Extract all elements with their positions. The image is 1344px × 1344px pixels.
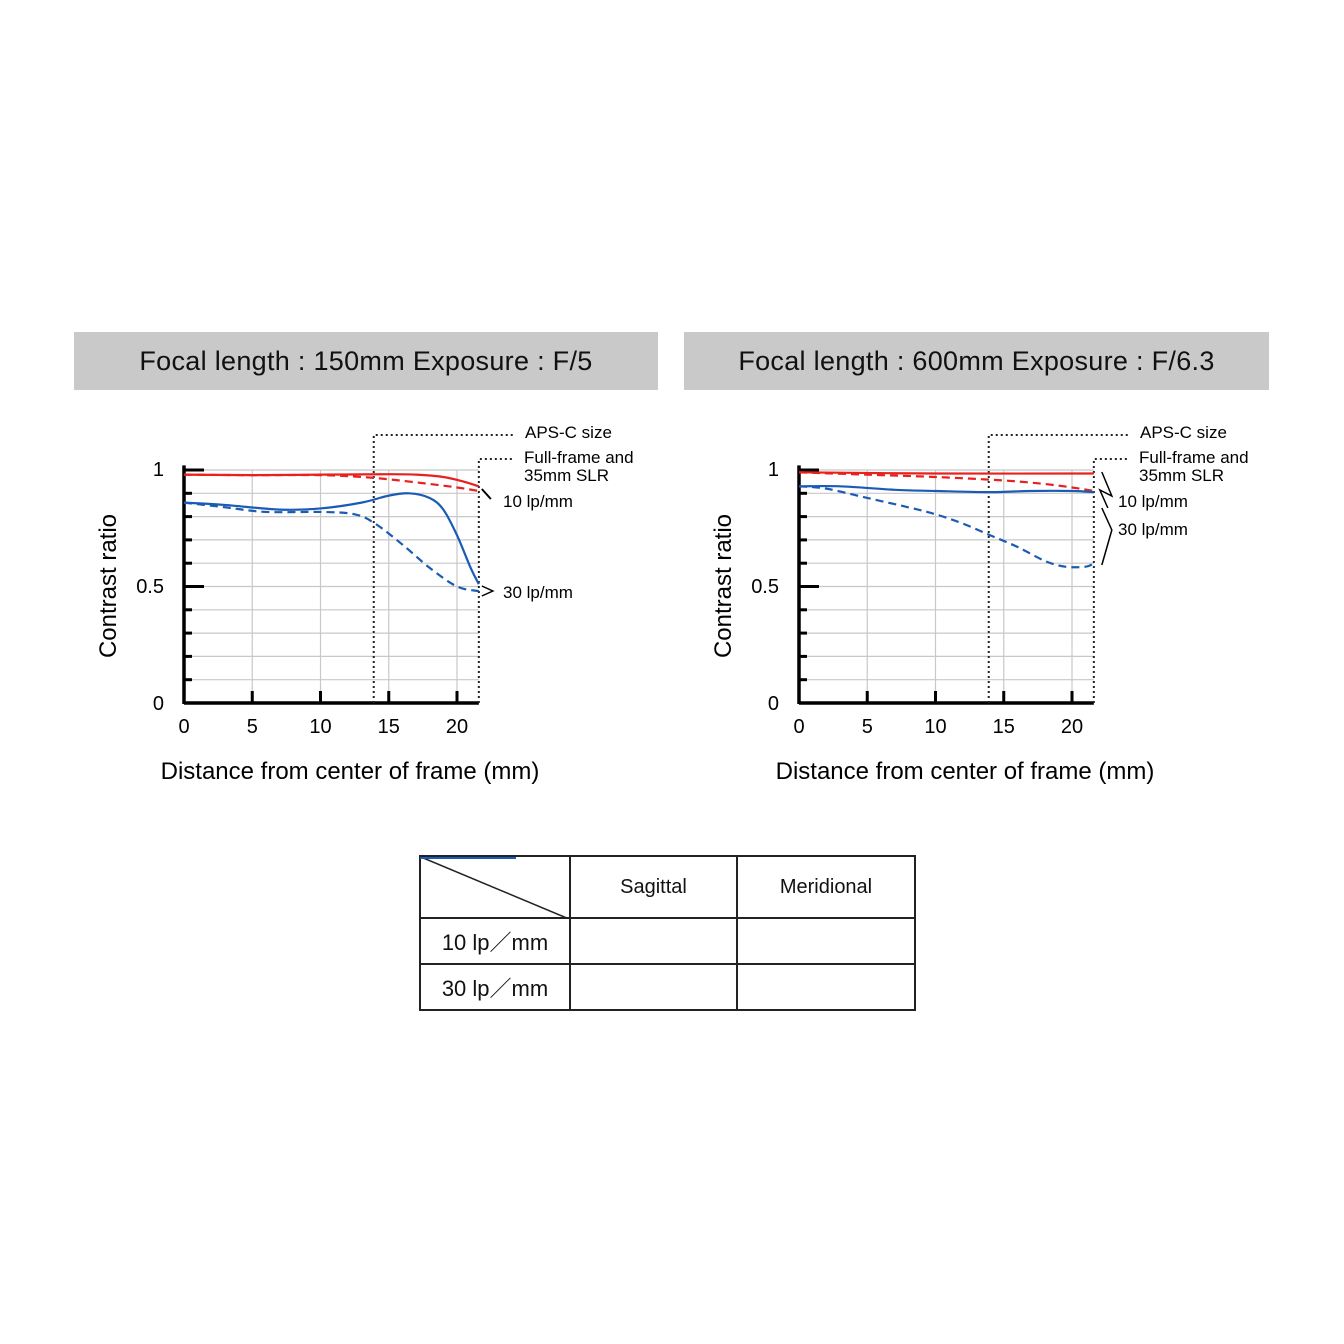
label-30lpmm: 30 lp/mm bbox=[503, 583, 573, 602]
y-axis-label: Contrast ratio bbox=[95, 514, 122, 658]
series-30-lp-mm-sagittal bbox=[798, 484, 1094, 494]
pointer-10 bbox=[1098, 471, 1114, 509]
chart-title-left: Focal length : 150mm Exposure : F/5 bbox=[74, 332, 658, 390]
series-30-lp-mm-meridional bbox=[798, 485, 1095, 569]
apsc-boundary bbox=[987, 434, 1129, 703]
x-tick-label: 5 bbox=[862, 716, 873, 738]
y-tick-label: 0.5 bbox=[751, 576, 779, 598]
apsc-boundary bbox=[372, 434, 514, 703]
series-10-lp-mm-meridional bbox=[183, 473, 480, 493]
fullframe-boundary bbox=[1092, 458, 1129, 703]
x-tick-label: 10 bbox=[309, 716, 331, 738]
x-tick-label: 15 bbox=[993, 716, 1015, 738]
y-tick-label: 0 bbox=[768, 693, 779, 715]
x-tick-label: 20 bbox=[1061, 716, 1083, 738]
legend-line-30-meridional bbox=[420, 857, 516, 859]
series-10-lp-mm-meridional bbox=[798, 471, 1095, 493]
x-tick-label: 0 bbox=[178, 716, 189, 738]
x-tick-label: 0 bbox=[793, 716, 804, 738]
y-tick-label: 0.5 bbox=[136, 576, 164, 598]
x-tick-label: 10 bbox=[924, 716, 946, 738]
x-axis-label: Distance from center of frame (mm) bbox=[776, 758, 1155, 785]
y-tick-label: 1 bbox=[768, 459, 779, 481]
pointer-10 bbox=[481, 488, 492, 500]
series-30-lp-mm-sagittal bbox=[183, 492, 480, 585]
legend-table: Sagittal Meridional 10 lp／mm 30 lp／mm bbox=[419, 855, 916, 1011]
pointer-30 bbox=[1101, 507, 1113, 566]
legend-row-10: 10 lp／mm bbox=[419, 917, 571, 965]
fullframe-label-2: 35mm SLR bbox=[524, 466, 609, 485]
label-10lpmm: 10 lp/mm bbox=[1118, 492, 1188, 511]
apsc-label: APS-C size bbox=[1140, 423, 1227, 442]
legend-meridional: Meridional bbox=[736, 855, 916, 919]
fullframe-boundary bbox=[477, 458, 514, 703]
x-axis-label: Distance from center of frame (mm) bbox=[161, 758, 540, 785]
y-tick-label: 0 bbox=[153, 693, 164, 715]
chart-title-right: Focal length : 600mm Exposure : F/6.3 bbox=[684, 332, 1269, 390]
y-axis-label: Contrast ratio bbox=[710, 514, 737, 658]
series-30-lp-mm-meridional bbox=[183, 501, 480, 593]
legend-corner bbox=[419, 855, 571, 919]
x-tick-label: 5 bbox=[247, 716, 258, 738]
fullframe-label-2: 35mm SLR bbox=[1139, 466, 1224, 485]
apsc-label: APS-C size bbox=[525, 423, 612, 442]
legend-row-30: 30 lp／mm bbox=[419, 963, 571, 1011]
fullframe-label: Full-frame and bbox=[1139, 448, 1249, 467]
pointer-30 bbox=[481, 585, 495, 597]
label-30lpmm: 30 lp/mm bbox=[1118, 520, 1188, 539]
fullframe-label: Full-frame and bbox=[524, 448, 634, 467]
legend-sagittal: Sagittal bbox=[569, 855, 738, 919]
label-10lpmm: 10 lp/mm bbox=[503, 492, 573, 511]
x-tick-label: 20 bbox=[446, 716, 468, 738]
x-tick-label: 15 bbox=[378, 716, 400, 738]
y-tick-label: 1 bbox=[153, 459, 164, 481]
